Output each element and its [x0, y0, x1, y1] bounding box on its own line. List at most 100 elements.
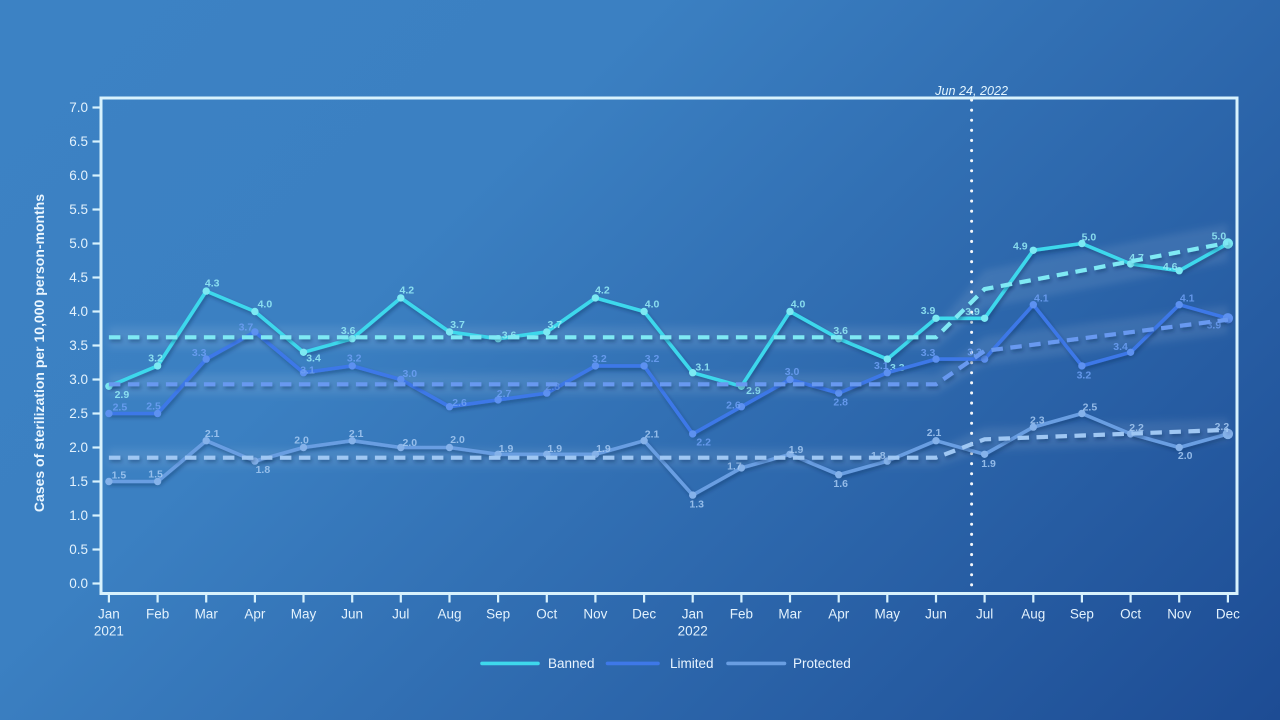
- svg-text:Dec: Dec: [1216, 607, 1240, 622]
- svg-text:3.1: 3.1: [695, 361, 710, 373]
- svg-text:Sep: Sep: [1070, 607, 1094, 622]
- svg-text:1.5: 1.5: [69, 474, 88, 489]
- svg-text:1.6: 1.6: [833, 478, 848, 490]
- svg-text:4.5: 4.5: [69, 270, 88, 285]
- svg-text:Aug: Aug: [437, 607, 461, 622]
- svg-text:3.1: 3.1: [300, 364, 315, 376]
- svg-text:5.0: 5.0: [69, 236, 88, 251]
- svg-text:2.2: 2.2: [1129, 422, 1144, 434]
- svg-text:3.9: 3.9: [921, 305, 936, 317]
- svg-text:2.5: 2.5: [1083, 401, 1098, 413]
- svg-text:1.8: 1.8: [256, 464, 271, 476]
- svg-text:5.0: 5.0: [1082, 231, 1097, 243]
- svg-text:3.2: 3.2: [148, 352, 163, 364]
- svg-text:Oct: Oct: [1120, 607, 1141, 622]
- svg-text:5.5: 5.5: [69, 202, 88, 217]
- svg-text:2.5: 2.5: [146, 401, 161, 413]
- svg-text:1.9: 1.9: [981, 458, 996, 470]
- svg-text:7.0: 7.0: [69, 100, 88, 115]
- svg-text:1.9: 1.9: [596, 443, 611, 455]
- svg-text:4.0: 4.0: [258, 299, 273, 311]
- svg-text:3.0: 3.0: [785, 366, 800, 378]
- svg-text:2.3: 2.3: [1030, 414, 1045, 426]
- svg-text:Jul: Jul: [392, 607, 409, 622]
- svg-text:3.4: 3.4: [306, 353, 321, 365]
- svg-text:2.6: 2.6: [452, 397, 467, 409]
- svg-text:2.2: 2.2: [696, 437, 711, 449]
- svg-text:1.5: 1.5: [112, 469, 127, 481]
- svg-text:3.7: 3.7: [239, 321, 254, 333]
- svg-text:2.1: 2.1: [645, 429, 660, 441]
- svg-text:2.5: 2.5: [69, 406, 88, 421]
- svg-text:2022: 2022: [678, 624, 708, 639]
- svg-text:4.2: 4.2: [399, 284, 414, 296]
- svg-text:May: May: [875, 607, 901, 622]
- svg-text:4.0: 4.0: [69, 304, 88, 319]
- svg-text:3.0: 3.0: [402, 368, 417, 380]
- svg-text:4.2: 4.2: [595, 284, 610, 296]
- svg-text:2.6: 2.6: [726, 399, 741, 411]
- svg-text:2021: 2021: [94, 624, 124, 639]
- svg-text:Mar: Mar: [195, 607, 219, 622]
- svg-text:Jun: Jun: [925, 607, 947, 622]
- svg-text:5.0: 5.0: [1212, 231, 1227, 243]
- svg-text:Jan: Jan: [98, 607, 120, 622]
- svg-text:Protected: Protected: [793, 656, 851, 671]
- svg-text:Oct: Oct: [536, 607, 557, 622]
- svg-text:Dec: Dec: [632, 607, 656, 622]
- svg-text:2.1: 2.1: [205, 428, 220, 440]
- svg-text:3.9: 3.9: [965, 306, 980, 318]
- svg-text:6.5: 6.5: [69, 134, 88, 149]
- svg-text:2.1: 2.1: [349, 428, 364, 440]
- svg-text:3.2: 3.2: [645, 353, 660, 365]
- svg-text:3.2: 3.2: [347, 352, 362, 364]
- svg-text:3.2: 3.2: [1077, 369, 1092, 381]
- svg-text:4.0: 4.0: [791, 299, 806, 311]
- svg-text:1.0: 1.0: [69, 508, 88, 523]
- svg-text:6.0: 6.0: [69, 168, 88, 183]
- svg-text:Jan: Jan: [682, 607, 704, 622]
- svg-text:0.0: 0.0: [69, 576, 88, 591]
- svg-text:2.1: 2.1: [927, 427, 942, 439]
- svg-text:3.5: 3.5: [69, 338, 88, 353]
- svg-text:3.0: 3.0: [69, 372, 88, 387]
- svg-text:3.9: 3.9: [1207, 319, 1222, 331]
- svg-text:3.7: 3.7: [547, 319, 562, 331]
- svg-text:Nov: Nov: [583, 607, 607, 622]
- svg-text:0.5: 0.5: [69, 542, 88, 557]
- svg-text:4.9: 4.9: [1013, 241, 1028, 253]
- svg-text:1.5: 1.5: [148, 469, 163, 481]
- svg-text:Feb: Feb: [146, 607, 169, 622]
- svg-text:4.6: 4.6: [1163, 261, 1178, 273]
- svg-text:3.6: 3.6: [341, 325, 356, 337]
- svg-text:4.3: 4.3: [205, 278, 220, 290]
- svg-text:May: May: [291, 607, 317, 622]
- svg-text:Jun: Jun: [341, 607, 363, 622]
- svg-text:4.0: 4.0: [645, 299, 660, 311]
- svg-text:Apr: Apr: [828, 607, 850, 622]
- svg-text:2.7: 2.7: [497, 388, 512, 400]
- svg-text:2.8: 2.8: [833, 397, 848, 409]
- svg-text:3.3: 3.3: [921, 347, 936, 359]
- svg-text:2.0: 2.0: [450, 434, 465, 446]
- svg-text:Sep: Sep: [486, 607, 510, 622]
- svg-text:2.9: 2.9: [746, 385, 761, 397]
- svg-text:1.3: 1.3: [689, 499, 704, 511]
- svg-text:3.4: 3.4: [1113, 341, 1128, 353]
- svg-text:4.1: 4.1: [1034, 293, 1049, 305]
- svg-text:1.9: 1.9: [499, 443, 514, 455]
- svg-text:2.0: 2.0: [402, 437, 417, 449]
- svg-text:Aug: Aug: [1021, 607, 1045, 622]
- svg-text:3.6: 3.6: [833, 325, 848, 337]
- svg-text:Jun 24, 2022: Jun 24, 2022: [934, 84, 1008, 98]
- svg-text:2.0: 2.0: [294, 435, 309, 447]
- svg-text:Banned: Banned: [548, 656, 595, 671]
- svg-text:2.0: 2.0: [1178, 450, 1193, 462]
- svg-text:4.1: 4.1: [1180, 293, 1195, 305]
- svg-text:Feb: Feb: [730, 607, 753, 622]
- svg-text:Cases of sterilization per 10,: Cases of sterilization per 10,000 person…: [31, 194, 47, 512]
- svg-text:Nov: Nov: [1167, 607, 1191, 622]
- svg-text:Mar: Mar: [778, 607, 802, 622]
- svg-text:Limited: Limited: [670, 656, 714, 671]
- svg-text:2.9: 2.9: [115, 389, 130, 401]
